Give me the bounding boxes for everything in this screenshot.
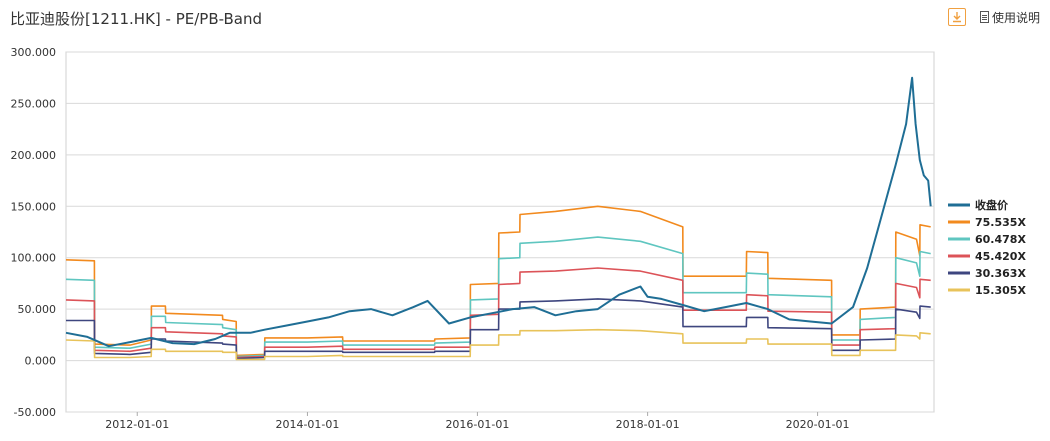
series-layer — [65, 76, 932, 361]
legend-label: 30.363X — [975, 267, 1026, 280]
y-tick-label: -50.000 — [14, 406, 56, 419]
axis-layer: 300.000 250.000 200.000 150.000 100.000 50.00… — [11, 46, 850, 431]
x-tick-label: 2012-01-01 — [105, 418, 169, 431]
pe-pb-band-chart: 300.000 250.000 200.000 150.000 100.000 50.00… — [11, 46, 1027, 431]
y-tick-label: 200.000 — [11, 149, 57, 162]
y-tick-label: 50.000 — [18, 303, 57, 316]
y-tick-label: 250.000 — [11, 97, 57, 110]
x-tick-label: 2020-01-01 — [786, 418, 850, 431]
legend-label: 60.478X — [975, 233, 1026, 246]
legend-label: 收盘价 — [975, 198, 1009, 212]
legend: 收盘价 75.535X 60.478X 45.420X 30.363X 15.305X — [948, 198, 1026, 297]
y-tick-label: 150.000 — [11, 200, 57, 213]
series-line-0 — [65, 76, 932, 348]
help-label: 使用说明 — [991, 10, 1040, 25]
download-icon — [952, 12, 961, 23]
legend-label: 15.305X — [975, 284, 1026, 297]
grid-layer — [65, 51, 935, 413]
download-button[interactable] — [947, 8, 966, 26]
help-button[interactable]: 使用说明 — [979, 9, 1040, 26]
legend-label: 45.420X — [975, 250, 1026, 263]
legend-label: 75.535X — [975, 216, 1026, 229]
y-tick-label: 100.000 — [11, 252, 57, 265]
series-line-3 — [65, 267, 931, 359]
series-line-2 — [65, 236, 931, 358]
toolbar: 使用说明 — [947, 8, 1040, 26]
x-tick-label: 2014-01-01 — [275, 418, 339, 431]
x-tick-label: 2018-01-01 — [616, 418, 680, 431]
plot-area — [65, 51, 935, 413]
y-tick-label: 300.000 — [11, 46, 57, 59]
page-title: 比亚迪股份[1211.HK] - PE/PB-Band — [10, 10, 263, 28]
y-tick-label: 0.000 — [25, 355, 57, 368]
x-tick-label: 2016-01-01 — [445, 418, 509, 431]
document-icon — [979, 11, 989, 23]
series-line-4 — [66, 298, 931, 360]
series-line-5 — [65, 328, 931, 361]
